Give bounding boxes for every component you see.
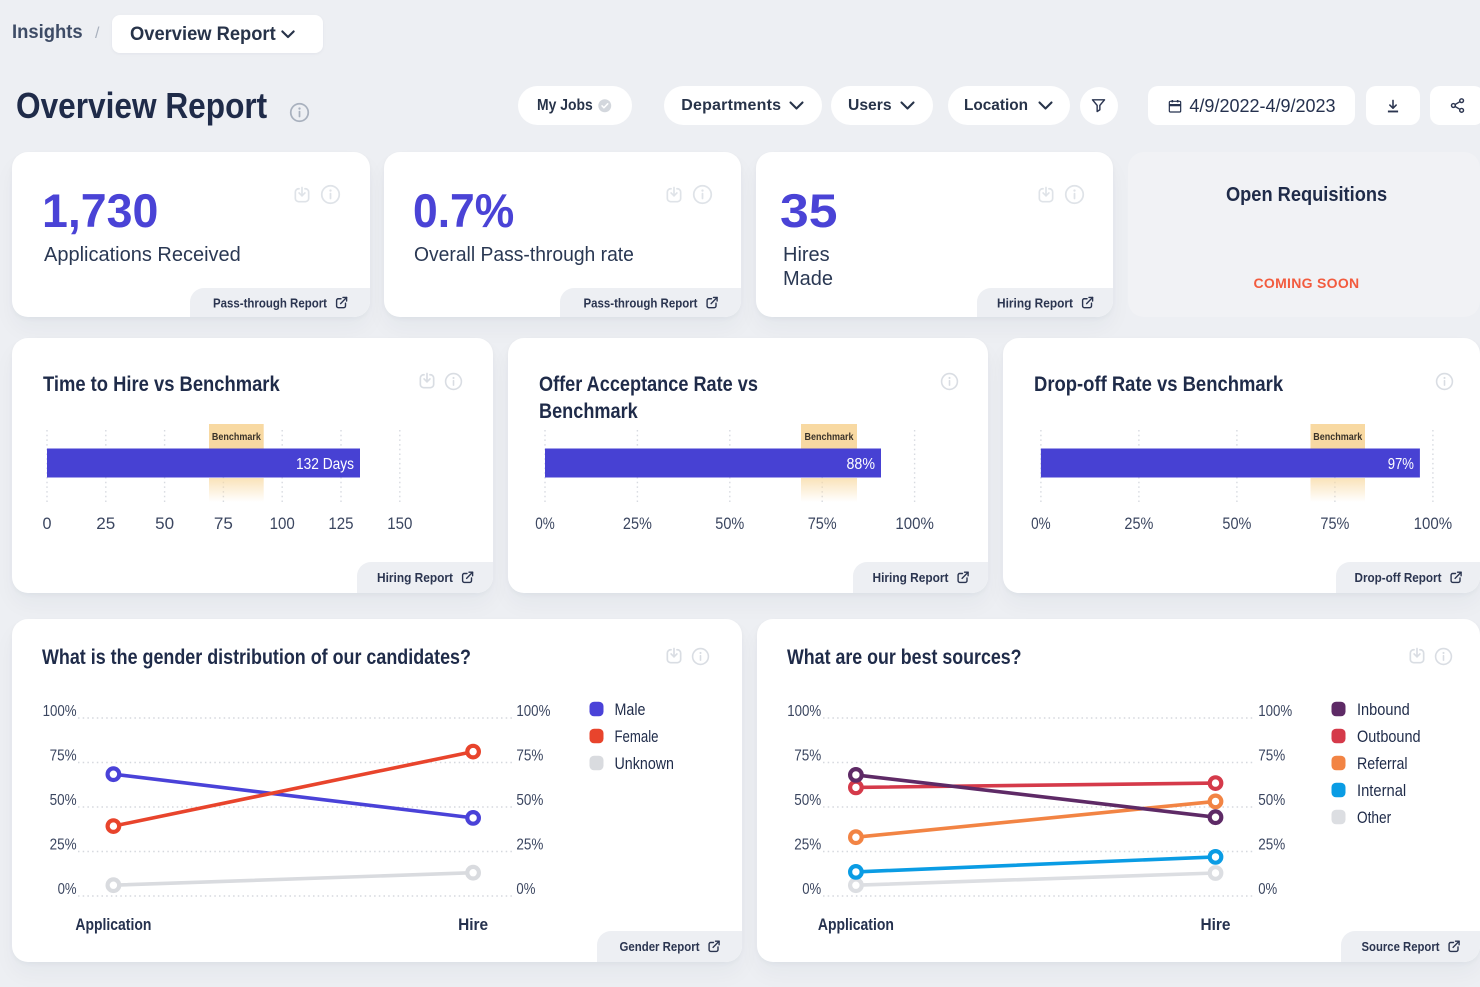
svg-text:75%: 75% <box>516 747 543 764</box>
svg-text:25%: 25% <box>1124 514 1153 533</box>
svg-text:75: 75 <box>214 514 233 533</box>
svg-text:Gender Report: Gender Report <box>620 939 701 954</box>
svg-text:Benchmark: Benchmark <box>1313 431 1362 443</box>
svg-text:Hire: Hire <box>1201 916 1231 934</box>
svg-text:125: 125 <box>328 514 353 533</box>
svg-text:50%: 50% <box>1258 792 1285 809</box>
svg-text:0%: 0% <box>535 514 555 533</box>
svg-text:25%: 25% <box>50 836 77 853</box>
svg-text:Male: Male <box>615 700 646 719</box>
svg-text:Hiring Report: Hiring Report <box>873 570 950 585</box>
svg-text:Benchmark: Benchmark <box>805 431 854 443</box>
svg-text:25%: 25% <box>1258 836 1285 853</box>
svg-text:0%: 0% <box>1031 514 1051 533</box>
svg-text:50%: 50% <box>794 792 821 809</box>
svg-text:100: 100 <box>270 514 295 533</box>
svg-text:50%: 50% <box>715 514 744 533</box>
svg-text:0%: 0% <box>1258 881 1277 898</box>
svg-text:50%: 50% <box>516 792 543 809</box>
svg-text:50%: 50% <box>50 792 77 809</box>
svg-text:Drop-off Report: Drop-off Report <box>1355 570 1443 585</box>
svg-text:Unknown: Unknown <box>615 754 675 773</box>
svg-text:Application: Application <box>818 916 894 934</box>
svg-text:25%: 25% <box>794 836 821 853</box>
svg-text:Application: Application <box>75 916 151 934</box>
svg-text:100%: 100% <box>1258 703 1292 720</box>
svg-text:50: 50 <box>155 514 174 533</box>
svg-text:75%: 75% <box>794 747 821 764</box>
svg-text:132 Days: 132 Days <box>296 456 354 473</box>
svg-text:0%: 0% <box>58 881 77 898</box>
svg-text:Internal: Internal <box>1357 781 1406 800</box>
svg-text:Hire: Hire <box>458 916 488 934</box>
svg-text:100%: 100% <box>1414 514 1453 533</box>
svg-text:Outbound: Outbound <box>1357 727 1421 746</box>
svg-text:25: 25 <box>96 514 115 533</box>
svg-text:75%: 75% <box>1320 514 1349 533</box>
svg-text:Hiring Report: Hiring Report <box>997 295 1074 310</box>
svg-text:0%: 0% <box>802 881 821 898</box>
svg-text:Other: Other <box>1357 808 1391 827</box>
svg-text:25%: 25% <box>623 514 652 533</box>
svg-text:100%: 100% <box>516 703 550 720</box>
svg-text:150: 150 <box>387 514 412 533</box>
svg-text:88%: 88% <box>847 456 876 473</box>
svg-text:100%: 100% <box>43 703 77 720</box>
svg-text:Pass-through Report: Pass-through Report <box>584 295 699 310</box>
svg-text:0%: 0% <box>516 881 535 898</box>
svg-text:100%: 100% <box>895 514 934 533</box>
svg-text:75%: 75% <box>50 747 77 764</box>
svg-text:25%: 25% <box>516 836 543 853</box>
svg-text:Hiring Report: Hiring Report <box>377 570 454 585</box>
svg-text:Pass-through Report: Pass-through Report <box>213 295 328 310</box>
svg-text:Referral: Referral <box>1357 754 1408 773</box>
svg-text:75%: 75% <box>808 514 837 533</box>
svg-text:Female: Female <box>615 727 659 746</box>
svg-text:Inbound: Inbound <box>1357 700 1410 719</box>
svg-text:97%: 97% <box>1388 456 1414 473</box>
svg-text:50%: 50% <box>1222 514 1251 533</box>
svg-text:Source Report: Source Report <box>1362 939 1441 954</box>
svg-text:Benchmark: Benchmark <box>212 431 261 443</box>
svg-text:75%: 75% <box>1258 747 1285 764</box>
svg-text:0: 0 <box>43 514 52 533</box>
svg-text:100%: 100% <box>787 703 821 720</box>
